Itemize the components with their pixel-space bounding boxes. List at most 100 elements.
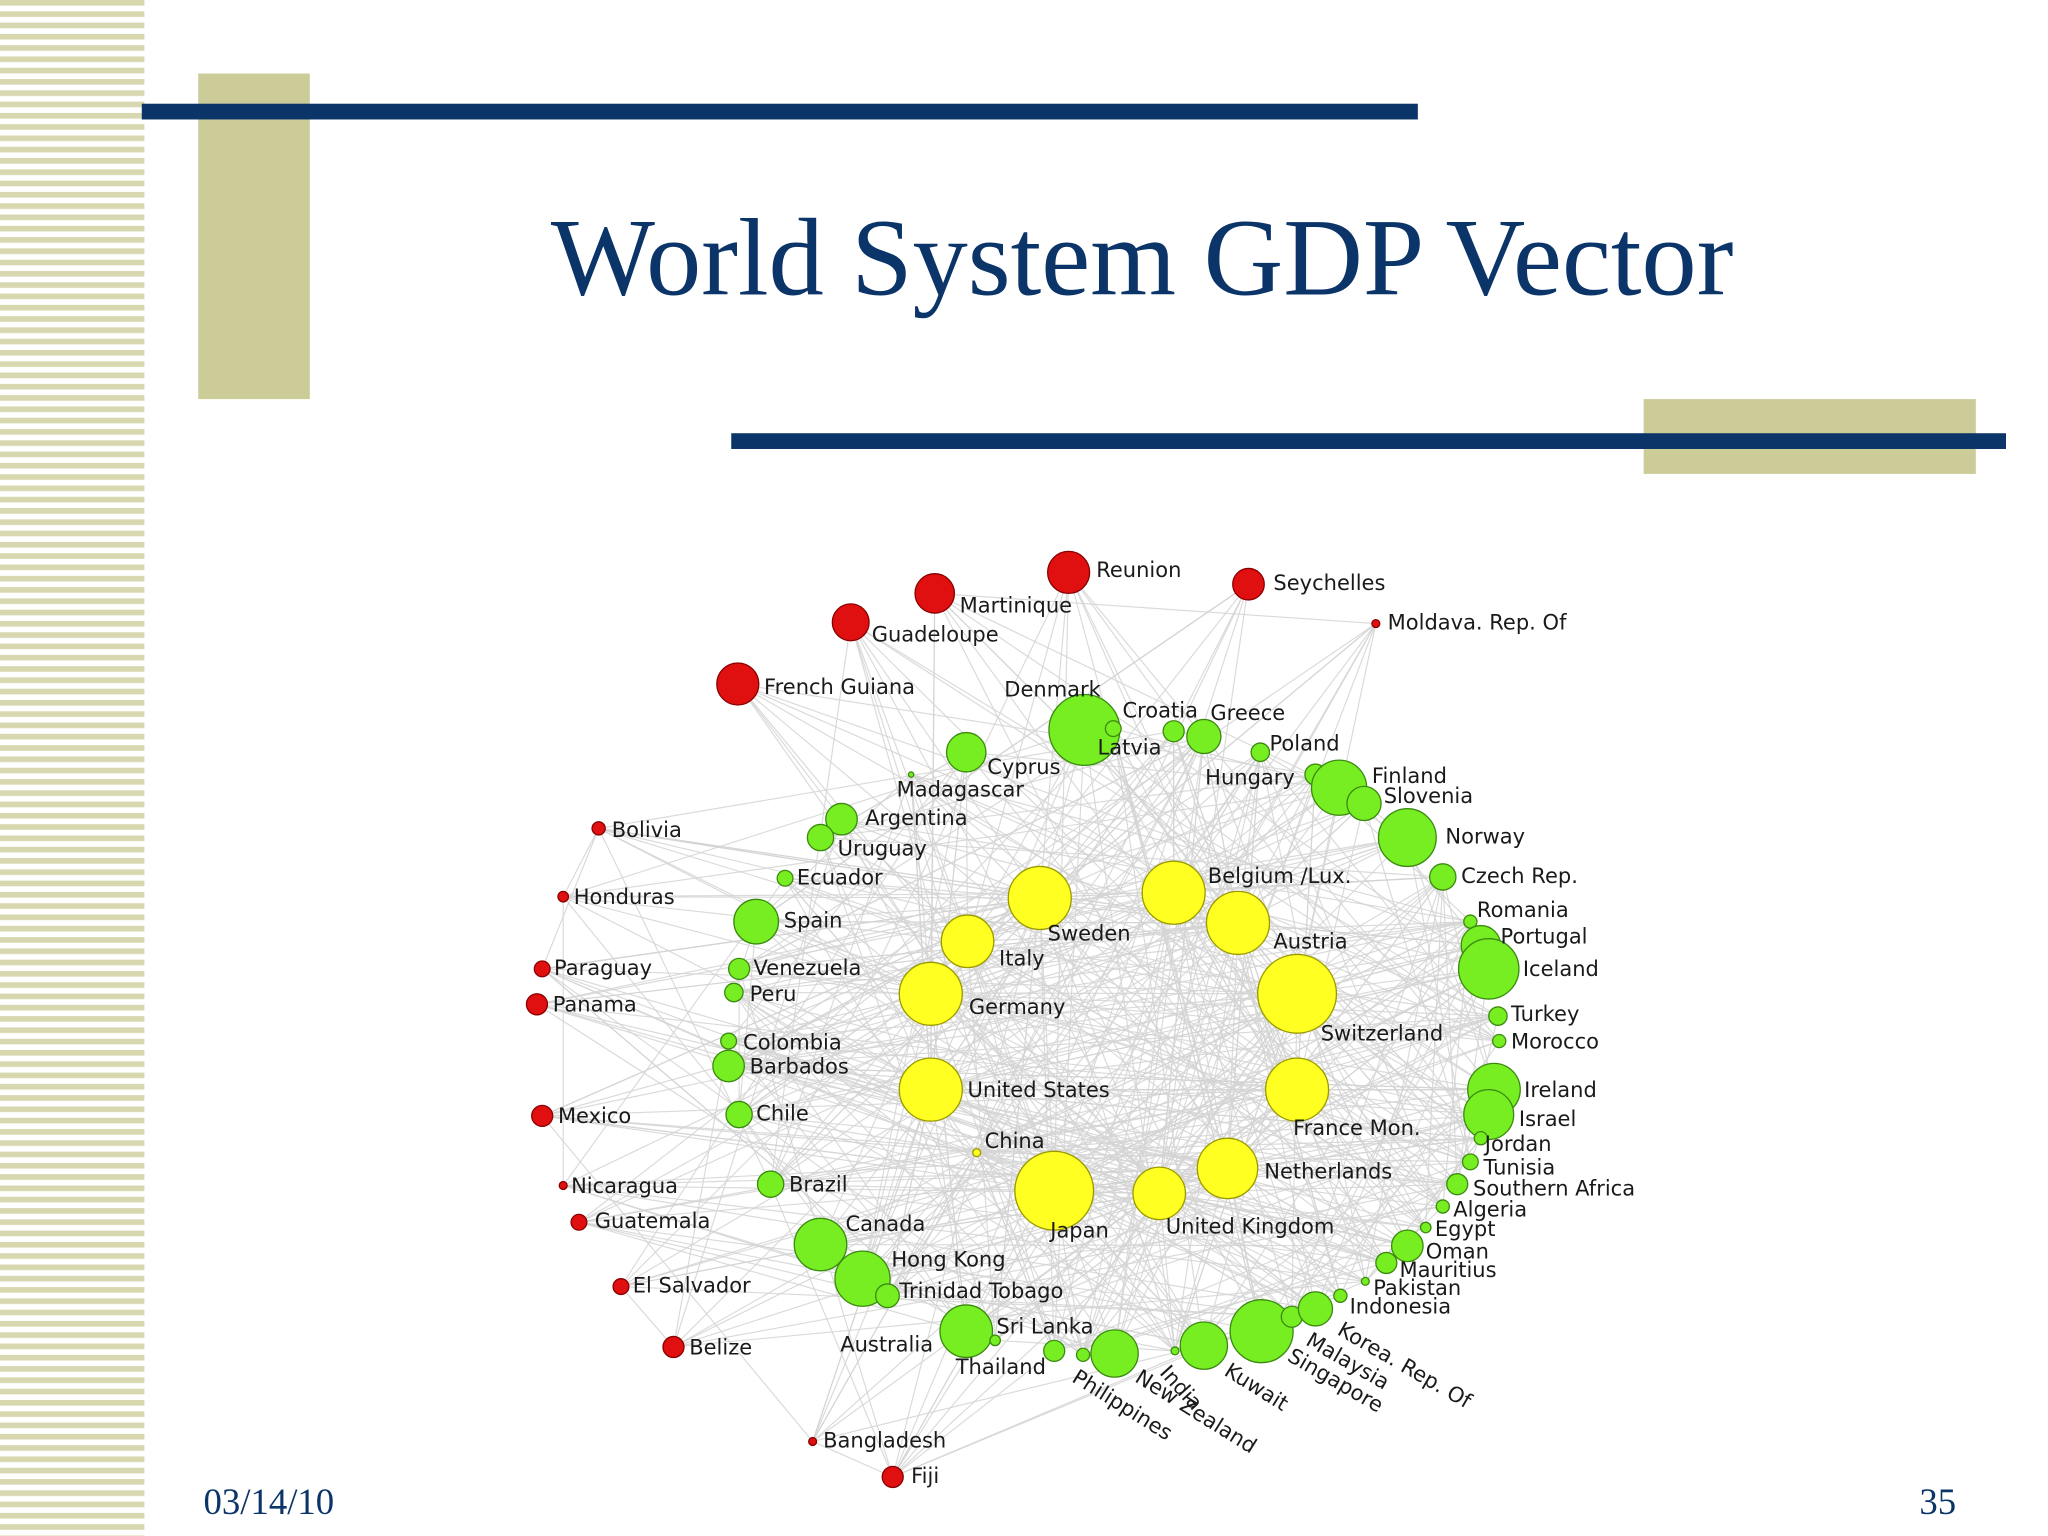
edge <box>820 836 1443 878</box>
edge <box>728 1065 1489 1116</box>
node <box>1104 720 1122 738</box>
node <box>533 960 551 978</box>
edge <box>994 897 1041 1341</box>
edge <box>738 921 757 1115</box>
node-label: El Salvador <box>633 1274 751 1298</box>
edge <box>1296 993 1458 1185</box>
node-label: Trinidad Tobago <box>898 1279 1063 1303</box>
node-label: Finland <box>1372 764 1447 788</box>
edge <box>770 787 1340 1185</box>
node <box>756 1170 785 1198</box>
node <box>1132 1166 1187 1221</box>
edge <box>770 1183 894 1478</box>
edge <box>1039 897 1055 1351</box>
edge <box>536 1003 1408 1247</box>
node-label: Argentina <box>865 806 967 830</box>
node <box>972 1148 982 1158</box>
edge <box>1054 1161 1471 1192</box>
edge <box>965 1089 1298 1332</box>
edge <box>728 1065 977 1154</box>
edge <box>1261 1089 1495 1332</box>
node-label: Hungary <box>1205 766 1295 790</box>
node-label: Guatemala <box>595 1209 711 1233</box>
node-label: Jordan <box>1483 1132 1552 1156</box>
node <box>1250 742 1271 763</box>
edge <box>966 1114 1489 1332</box>
node-label: Oman <box>1426 1239 1489 1263</box>
rule-bottom <box>731 433 2006 449</box>
node <box>1043 1339 1066 1363</box>
edge <box>930 1089 967 1332</box>
edge <box>892 1345 1205 1478</box>
node <box>945 731 987 773</box>
edge <box>1082 892 1175 1355</box>
node-label: Moldava. Rep. Of <box>1388 611 1567 635</box>
node <box>1371 618 1381 629</box>
node <box>1196 1137 1259 1200</box>
edge <box>738 728 1114 1115</box>
edge <box>1112 728 1263 1332</box>
node <box>1446 1173 1469 1196</box>
node <box>1007 865 1072 931</box>
edge <box>737 683 842 820</box>
node <box>898 961 963 1026</box>
edge <box>728 921 1471 1042</box>
edge <box>892 1350 1055 1478</box>
edge <box>541 968 1084 1356</box>
node <box>1141 860 1206 925</box>
edge <box>1158 752 1261 1194</box>
node-label: Mexico <box>558 1104 631 1128</box>
edge <box>784 877 968 942</box>
edge <box>1068 572 1239 924</box>
edge <box>1259 751 1500 1042</box>
edge <box>1112 728 1229 1169</box>
rule-top <box>141 103 1418 120</box>
edge <box>1425 876 1444 1228</box>
edge <box>967 940 1499 1017</box>
edge <box>728 993 931 1067</box>
node <box>1229 1299 1294 1364</box>
node-label: Colombia <box>743 1031 842 1055</box>
node <box>1473 1130 1489 1146</box>
edge <box>1261 968 1490 1332</box>
edge <box>563 787 1340 898</box>
node <box>557 890 570 903</box>
edge <box>542 1115 977 1154</box>
edge <box>1113 736 1205 1354</box>
edge <box>930 1089 1316 1310</box>
node <box>881 1465 904 1489</box>
node <box>720 1032 738 1050</box>
node <box>1419 1221 1432 1234</box>
node <box>806 823 835 852</box>
node-label: Mauritius <box>1399 1258 1496 1282</box>
edge <box>820 773 1316 839</box>
edge <box>1158 736 1205 1194</box>
node-label: Poland <box>1269 731 1339 755</box>
edge <box>562 828 600 897</box>
edge <box>563 1167 1228 1187</box>
edge <box>1173 892 1293 1317</box>
node <box>874 1283 900 1309</box>
node-label: Belize <box>689 1335 752 1359</box>
edge <box>728 1040 1426 1229</box>
node <box>1457 938 1520 1000</box>
node <box>1435 1199 1451 1214</box>
node-label: Norway <box>1445 825 1525 849</box>
node <box>1492 1033 1507 1049</box>
node-label: Australia <box>840 1333 933 1357</box>
edge <box>819 837 932 1090</box>
node-label: Bangladesh <box>823 1428 946 1452</box>
edge <box>930 993 967 1332</box>
edge <box>733 992 967 1332</box>
node <box>727 957 751 981</box>
edge <box>563 1184 1366 1282</box>
node-label: Nicaragua <box>571 1174 678 1198</box>
edge <box>1082 752 1261 1355</box>
node-label: Kuwait <box>1220 1358 1292 1416</box>
node-label: Netherlands <box>1264 1159 1392 1183</box>
edge <box>1339 968 1490 1296</box>
node-label: United Kingdom <box>1166 1214 1335 1238</box>
edge <box>1291 993 1298 1317</box>
node-label: Turkey <box>1510 1002 1579 1026</box>
edge <box>728 1065 1205 1347</box>
